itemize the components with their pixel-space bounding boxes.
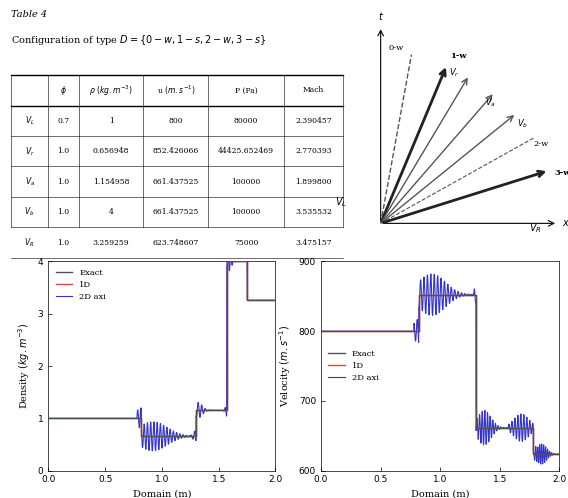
Text: 2-w: 2-w [533, 140, 549, 148]
Text: 0.656948: 0.656948 [93, 147, 130, 155]
Text: $V_r$: $V_r$ [25, 145, 35, 157]
Text: 1.0: 1.0 [57, 178, 69, 186]
Text: 0-w: 0-w [389, 44, 404, 52]
Text: $t$: $t$ [378, 10, 384, 22]
Text: 661.437525: 661.437525 [153, 208, 199, 216]
Text: 75000: 75000 [234, 239, 258, 247]
Text: $\phi$: $\phi$ [60, 84, 66, 97]
Text: 1.0: 1.0 [57, 147, 69, 155]
Text: Mach: Mach [303, 87, 324, 95]
Text: 623.748607: 623.748607 [153, 239, 199, 247]
Text: $V_a$: $V_a$ [24, 175, 35, 188]
Text: 100000: 100000 [231, 208, 261, 216]
Text: $V_a$: $V_a$ [485, 97, 496, 109]
Text: $x$: $x$ [562, 218, 568, 229]
Text: $V_b$: $V_b$ [517, 118, 529, 130]
Legend: Exact, 1D, 2D axi: Exact, 1D, 2D axi [52, 265, 109, 305]
Text: 3-w: 3-w [554, 168, 568, 177]
Y-axis label: Velocity $(m.s^{-1})$: Velocity $(m.s^{-1})$ [277, 325, 293, 407]
Text: 100000: 100000 [231, 178, 261, 186]
Text: $V_R$: $V_R$ [529, 221, 542, 235]
Text: $V_r$: $V_r$ [449, 67, 459, 79]
Text: $V_L$: $V_L$ [335, 195, 347, 209]
Text: 1.0: 1.0 [57, 208, 69, 216]
Text: u $(m.s^{-1})$: u $(m.s^{-1})$ [157, 84, 195, 97]
Text: $V_b$: $V_b$ [24, 206, 35, 219]
Text: 852.426066: 852.426066 [153, 147, 199, 155]
Text: 3.475157: 3.475157 [295, 239, 332, 247]
Text: P (Pa): P (Pa) [235, 87, 257, 95]
Text: Configuration of type $D = \{0-w, 1-s, 2-w, 3-s\}$: Configuration of type $D = \{0-w, 1-s, 2… [11, 33, 266, 47]
Text: 661.437525: 661.437525 [153, 178, 199, 186]
Y-axis label: Density $(kg.m^{-3})$: Density $(kg.m^{-3})$ [16, 323, 32, 409]
Text: 1-w: 1-w [450, 52, 466, 60]
Text: 3.535532: 3.535532 [295, 208, 332, 216]
X-axis label: Domain (m): Domain (m) [411, 490, 469, 498]
Text: $V_R$: $V_R$ [24, 236, 35, 249]
Text: $V_L$: $V_L$ [24, 115, 35, 127]
Text: 1: 1 [108, 117, 114, 125]
Text: 1.154958: 1.154958 [93, 178, 130, 186]
Text: 800: 800 [169, 117, 183, 125]
Text: 1.899800: 1.899800 [295, 178, 332, 186]
Text: $\rho\ (kg.m^{-3})$: $\rho\ (kg.m^{-3})$ [89, 83, 133, 98]
Text: Table 4: Table 4 [11, 9, 48, 18]
Text: 4: 4 [108, 208, 114, 216]
Text: 1.0: 1.0 [57, 239, 69, 247]
Text: 0.7: 0.7 [57, 117, 69, 125]
Legend: Exact, 1D, 2D axi: Exact, 1D, 2D axi [325, 347, 382, 385]
Text: 2.390457: 2.390457 [295, 117, 332, 125]
X-axis label: Domain (m): Domain (m) [133, 490, 191, 498]
Text: 3.259259: 3.259259 [93, 239, 130, 247]
Text: 44425.652469: 44425.652469 [218, 147, 274, 155]
Text: 2.770393: 2.770393 [295, 147, 332, 155]
Text: 80000: 80000 [234, 117, 258, 125]
